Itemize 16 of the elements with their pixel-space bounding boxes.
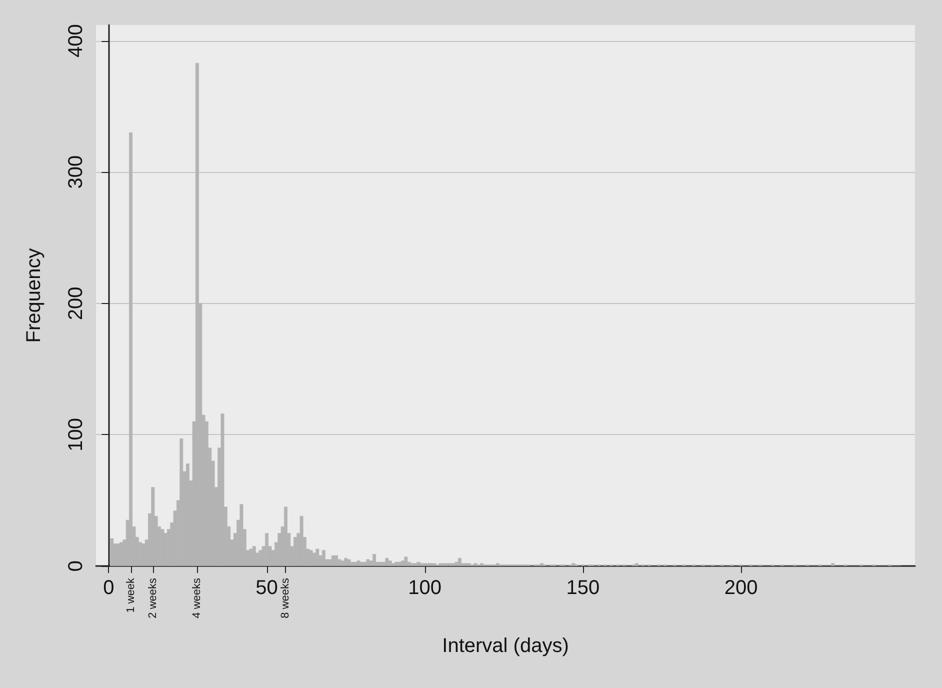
y-tick-label: 100 [65, 418, 87, 452]
text: 8 weeks [280, 578, 292, 618]
x-tick-label: 0 [103, 577, 114, 599]
text: 2 weeks [146, 578, 159, 618]
y-tick-label: 0 [65, 560, 87, 572]
x-tick-label: 100 [408, 577, 442, 599]
x-tick-label: 50 [256, 577, 278, 599]
text: 4 weeks [191, 578, 204, 618]
y-tick-label: 300 [65, 155, 87, 189]
y-axis-title: Frequency [23, 248, 45, 343]
x-tick-label: 200 [724, 577, 758, 599]
x-tick-label: 150 [566, 577, 600, 599]
x-axis-title: Interval (days) [442, 635, 569, 657]
y-tick-label: 400 [65, 24, 87, 58]
y-tick-label: 200 [65, 286, 87, 320]
text: 1 week [124, 578, 137, 613]
